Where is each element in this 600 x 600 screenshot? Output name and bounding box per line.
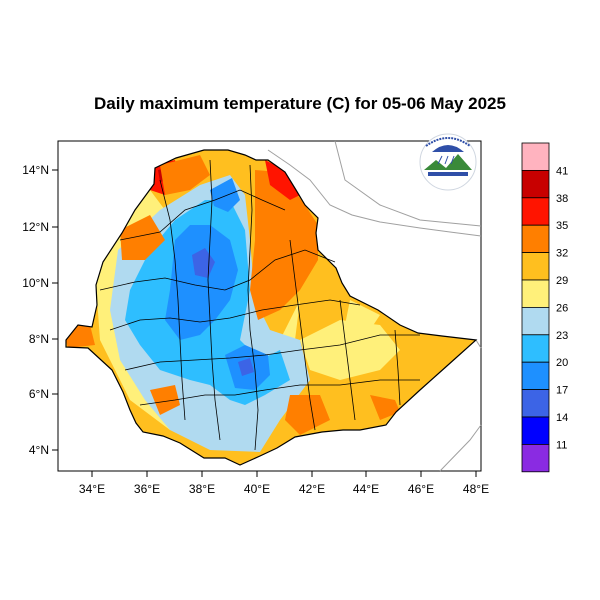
country-outline — [65, 149, 478, 466]
x-tick-label: 40°E — [244, 482, 270, 496]
legend-label: 35 — [556, 220, 568, 232]
legend-label: 32 — [556, 248, 568, 260]
zone-boundaries — [99, 159, 420, 451]
legend-swatch — [521, 443, 550, 473]
y-tick-label: 10°N — [22, 276, 49, 290]
legend-label: 38 — [556, 193, 568, 205]
x-tick-label: 36°E — [134, 482, 160, 496]
legend-label: 20 — [556, 357, 568, 369]
y-axis — [52, 169, 58, 451]
x-tick-label: 46°E — [408, 482, 434, 496]
map-title: Daily maximum temperature (C) for 05-06 … — [94, 94, 506, 113]
legend-swatch — [521, 279, 550, 308]
legend-label: 11 — [556, 439, 567, 451]
x-tick-label: 42°E — [299, 482, 325, 496]
legend-label: 23 — [556, 330, 568, 342]
legend-label: 41 — [556, 165, 568, 177]
x-tick-label: 38°E — [189, 482, 215, 496]
legend-label: 17 — [556, 385, 568, 397]
x-tick-label: 34°E — [79, 482, 105, 496]
y-tick-label: 4°N — [29, 443, 49, 457]
legend-swatch — [521, 169, 550, 199]
legend-swatch — [521, 389, 550, 418]
legend-colorbar — [521, 142, 550, 473]
y-tick-label: 8°N — [29, 332, 49, 346]
legend-swatch — [521, 224, 550, 253]
x-tick-label: 48°E — [463, 482, 489, 496]
x-tick-label: 44°E — [353, 482, 379, 496]
legend-swatch — [521, 334, 550, 363]
y-tick-label: 6°N — [29, 387, 49, 401]
legend-swatch — [521, 361, 550, 391]
legend-swatch — [521, 197, 550, 226]
legend-swatch — [521, 416, 550, 445]
legend-swatch — [521, 252, 550, 281]
legend-label: 14 — [556, 412, 568, 424]
legend-swatch — [521, 306, 550, 336]
y-tick-label: 12°N — [22, 220, 49, 234]
y-tick-label: 14°N — [22, 163, 49, 177]
agency-logo — [419, 133, 477, 191]
legend-label: 26 — [556, 302, 568, 314]
legend-labels: 41 38 35 32 29 26 23 20 17 14 11 — [556, 165, 568, 451]
x-axis — [91, 471, 477, 477]
neighbour-borders — [267, 140, 482, 472]
legend-swatch — [521, 142, 550, 171]
legend-label: 29 — [556, 275, 568, 287]
